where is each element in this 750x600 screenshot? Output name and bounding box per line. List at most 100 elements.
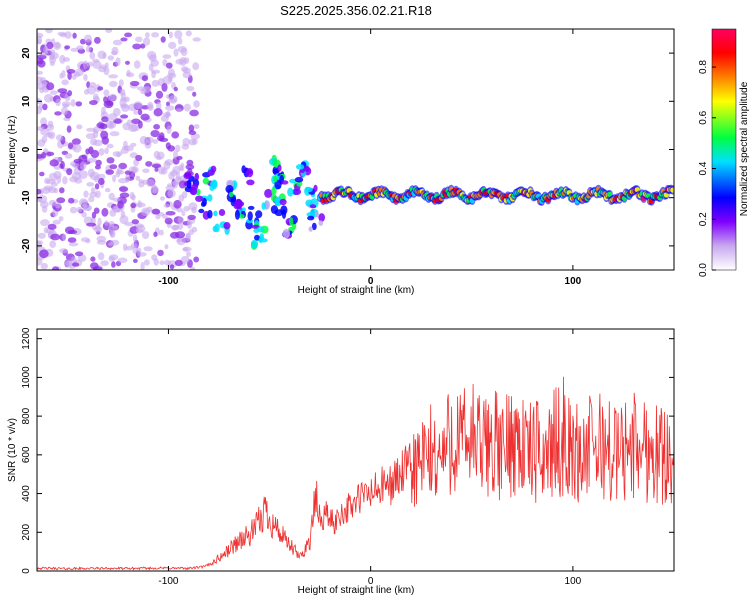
noise-blob [57,31,67,36]
noise-blob [37,60,46,68]
spectrogram-x-ticks: -100 0 100 [158,29,582,287]
scatter-blob [277,164,282,172]
scatter-blob [241,207,246,213]
noise-blob [109,131,120,137]
noise-blob [100,130,109,140]
noise-blob [149,54,157,62]
noise-blob [97,86,104,91]
noise-blob [120,103,129,109]
snr-y-tick-label: 800 [21,407,32,424]
noise-blob [89,52,96,60]
noise-blob [46,82,55,91]
noise-blob [125,245,134,251]
scatter-blob [264,200,271,210]
snr-y-tick-label: 200 [21,524,32,541]
noise-blob [89,100,98,106]
noise-blob [137,200,142,208]
noise-blob [141,207,151,217]
noise-blob [183,103,191,112]
noise-blob [97,173,106,180]
noise-blob [142,168,150,174]
noise-blob [85,46,91,53]
noise-blob [173,48,179,57]
scatter-blob [258,237,263,244]
noise-blob [174,30,183,39]
noise-blob [93,139,103,147]
scatter-blob [261,202,266,210]
noise-blob [118,79,124,87]
noise-blob [49,159,59,167]
noise-blob [52,266,59,270]
spectrogram-y-ticks: -20 -10 0 10 20 [21,47,674,253]
noise-blob [167,189,176,198]
noise-blob [37,188,42,195]
noise-blob [86,61,94,67]
noise-blob [108,242,113,247]
noise-blob [116,167,122,175]
noise-blob [128,124,138,132]
spectrogram-y-tick-label: -20 [21,238,32,253]
noise-blob [59,187,65,194]
snr-y-tick-label: 400 [21,485,32,502]
noise-blob [90,262,99,270]
noise-blob [151,70,157,79]
noise-blob [182,246,192,252]
noise-blob [186,85,195,92]
noise-blob [49,90,58,95]
noise-blob [61,101,71,107]
noise-blob [139,136,148,145]
noise-blob [137,86,147,91]
noise-blob [151,32,160,38]
noise-blob [97,177,105,186]
noise-blob [94,164,101,170]
noise-blob [112,107,121,117]
noise-blob [159,229,164,236]
noise-blob [83,60,88,70]
noise-blob [68,242,79,247]
noise-blob [117,200,124,209]
scatter-blob [184,172,192,178]
snr-frame [36,328,675,572]
noise-blob [64,259,73,268]
noise-blob [140,261,145,270]
noise-blob [56,197,66,204]
noise-blob [162,112,172,118]
noise-blob [66,69,76,74]
noise-blob [182,71,192,79]
noise-blob [171,131,180,139]
noise-blob [49,240,57,248]
noise-blob [178,164,184,171]
scatter-blob [282,228,290,239]
scatter-blob [235,200,245,208]
noise-blob [145,161,153,167]
noise-blob [82,203,88,211]
scatter-blob [202,197,207,207]
scatter-blob [191,183,199,190]
noise-blob [141,231,150,240]
noise-blob [166,101,170,107]
noise-blob [119,215,129,225]
noise-blob [120,114,129,119]
noise-blob [94,190,101,199]
noise-blob [61,106,68,115]
noise-blob [126,119,133,127]
scatter-blob [234,209,240,220]
spectrogram-image [37,29,674,270]
noise-blob [135,36,143,43]
noise-blob [130,142,137,147]
scatter-blob [281,180,289,185]
noise-blob [86,182,95,187]
noise-blob [87,168,95,178]
scatter-blob [247,211,253,221]
scatter-blob [225,185,234,194]
noise-blob [52,219,61,225]
noise-blob [187,214,196,220]
noise-blob [48,131,56,140]
noise-blob [39,87,44,94]
noise-blob [186,251,191,257]
noise-blob [81,211,87,218]
spectrogram-y-tick-label: 20 [21,47,32,59]
noise-blob [71,163,80,168]
noise-blob [155,90,164,99]
